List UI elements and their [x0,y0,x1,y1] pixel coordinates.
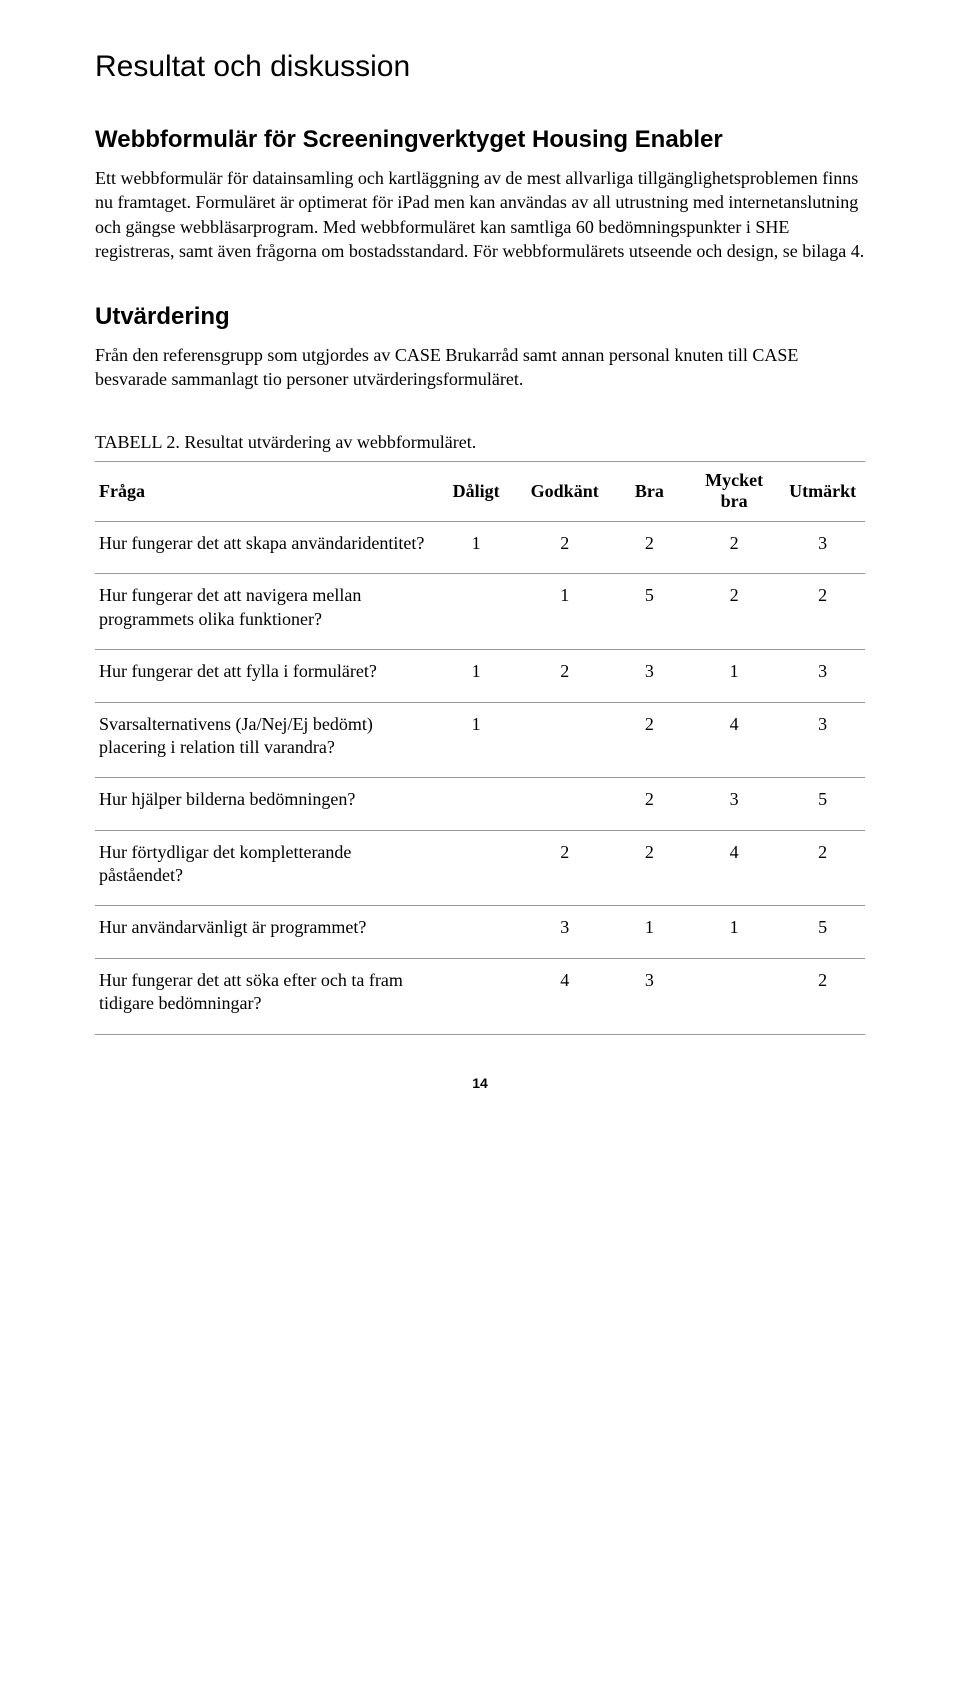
cell-value: 2 [780,574,865,650]
col-mycket-bra: Mycket bra [688,461,780,521]
table-row: Svarsalternativens (Ja/Nej/Ej bedömt) pl… [95,702,865,778]
cell-value: 5 [780,778,865,830]
cell-question: Hur förtydligar det kompletterande påstå… [95,830,434,906]
cell-value: 1 [434,521,519,573]
cell-value [434,778,519,830]
cell-value: 1 [434,702,519,778]
cell-value [434,958,519,1034]
cell-question: Svarsalternativens (Ja/Nej/Ej bedömt) pl… [95,702,434,778]
table-row: Hur hjälper bilderna bedömningen? 2 3 5 [95,778,865,830]
cell-value: 3 [780,650,865,702]
cell-value [519,702,611,778]
cell-value: 3 [780,702,865,778]
cell-value: 3 [611,958,688,1034]
cell-value: 2 [519,830,611,906]
cell-value: 3 [519,906,611,958]
cell-value: 3 [611,650,688,702]
cell-value [519,778,611,830]
cell-value: 2 [519,521,611,573]
cell-value [434,574,519,650]
cell-value: 1 [688,906,780,958]
table-row: Hur förtydligar det kompletterande påstå… [95,830,865,906]
cell-value: 2 [611,830,688,906]
cell-question: Hur fungerar det att söka efter och ta f… [95,958,434,1034]
cell-value: 2 [780,958,865,1034]
cell-value [688,958,780,1034]
results-table: Fråga Dåligt Godkänt Bra Mycket bra Utmä… [95,461,865,1035]
col-daligt: Dåligt [434,461,519,521]
cell-question: Hur fungerar det att fylla i formuläret? [95,650,434,702]
cell-value [434,830,519,906]
cell-value: 1 [519,574,611,650]
col-fraga: Fråga [95,461,434,521]
cell-value: 2 [688,521,780,573]
cell-value: 2 [611,521,688,573]
cell-value: 4 [688,702,780,778]
cell-question: Hur hjälper bilderna bedömningen? [95,778,434,830]
section-1-heading: Webbformulär för Screeningverktyget Hous… [95,126,865,154]
col-utmarkt: Utmärkt [780,461,865,521]
cell-value: 2 [688,574,780,650]
col-godkant: Godkänt [519,461,611,521]
cell-value [434,906,519,958]
cell-value: 4 [688,830,780,906]
page-number: 14 [95,1075,865,1091]
cell-value: 1 [611,906,688,958]
section-1-body: Ett webbformulär för datainsamling och k… [95,166,865,263]
cell-value: 4 [519,958,611,1034]
cell-value: 2 [519,650,611,702]
col-bra: Bra [611,461,688,521]
section-2-heading: Utvärdering [95,303,865,331]
cell-value: 1 [434,650,519,702]
table-row: Hur fungerar det att söka efter och ta f… [95,958,865,1034]
col-mycket-bra-line2: bra [721,491,748,511]
cell-value: 2 [780,830,865,906]
cell-question: Hur användarvänligt är programmet? [95,906,434,958]
cell-value: 5 [780,906,865,958]
table-caption: TABELL 2. Resultat utvärdering av webbfo… [95,432,865,453]
table-header-row: Fråga Dåligt Godkänt Bra Mycket bra Utmä… [95,461,865,521]
cell-value: 2 [611,778,688,830]
cell-question: Hur fungerar det att navigera mellan pro… [95,574,434,650]
cell-question: Hur fungerar det att skapa användarident… [95,521,434,573]
page-container: Resultat och diskussion Webbformulär för… [0,0,960,1131]
col-mycket-bra-line1: Mycket [705,470,763,490]
table-row: Hur fungerar det att fylla i formuläret?… [95,650,865,702]
table-row: Hur fungerar det att navigera mellan pro… [95,574,865,650]
cell-value: 3 [780,521,865,573]
section-2-body: Från den referensgrupp som utgjordes av … [95,343,865,392]
cell-value: 2 [611,702,688,778]
cell-value: 5 [611,574,688,650]
cell-value: 1 [688,650,780,702]
table-row: Hur fungerar det att skapa användarident… [95,521,865,573]
cell-value: 3 [688,778,780,830]
page-title: Resultat och diskussion [95,50,865,84]
table-row: Hur användarvänligt är programmet? 3 1 1… [95,906,865,958]
